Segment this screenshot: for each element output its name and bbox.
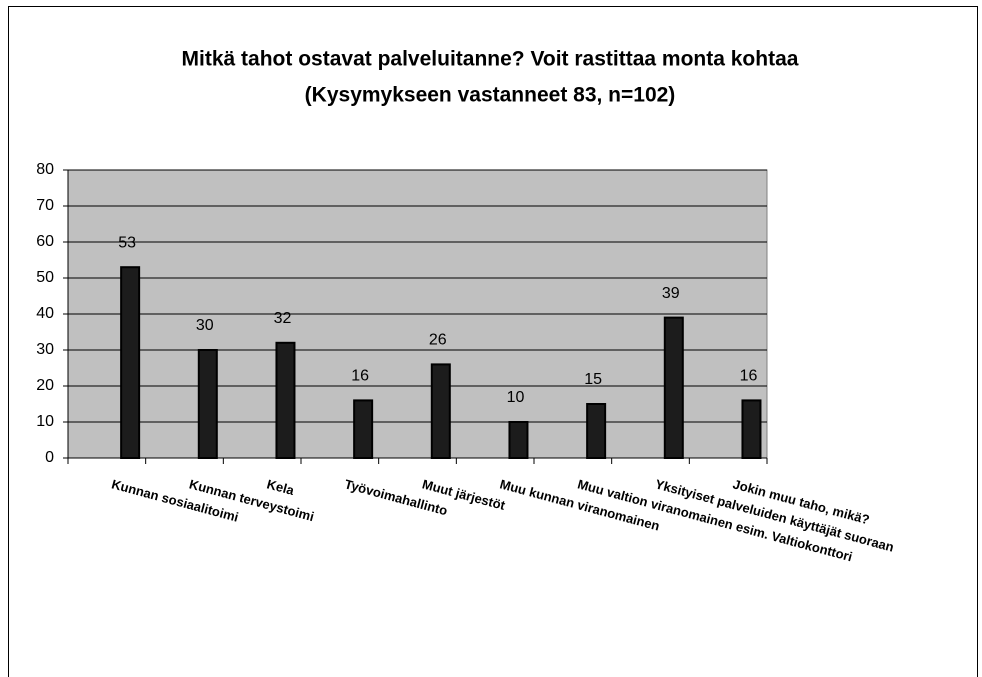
data-label: 30 [196,317,214,334]
bar [197,349,218,459]
bar [663,316,684,459]
bar [586,403,607,459]
data-label: 26 [429,332,447,349]
bar [508,421,529,459]
chart-title: Mitkä tahot ostavat palveluitanne? Voit … [182,48,799,71]
data-label: 15 [584,371,602,388]
data-label: 39 [662,285,680,302]
data-label: 16 [351,368,369,385]
y-tick-label: 40 [36,305,54,322]
data-label: 10 [507,389,525,406]
bar [120,266,141,460]
bar [275,341,296,459]
y-tick-label: 50 [36,269,54,286]
y-tick-label: 20 [36,377,54,394]
y-tick-label: 0 [45,449,54,466]
y-tick-label: 10 [36,413,54,430]
data-label: 32 [274,310,292,327]
x-tick-label: Kela [265,476,296,498]
bar [741,399,762,459]
bar [353,399,374,459]
y-tick-label: 60 [36,233,54,250]
y-tick-label: 80 [36,161,54,178]
data-label: 16 [740,368,758,385]
chart-subtitle: (Kysymykseen vastanneet 83, n=102) [305,84,676,107]
y-tick-label: 30 [36,341,54,358]
bar [430,363,451,459]
y-tick-label: 70 [36,197,54,214]
data-label: 53 [118,234,136,251]
